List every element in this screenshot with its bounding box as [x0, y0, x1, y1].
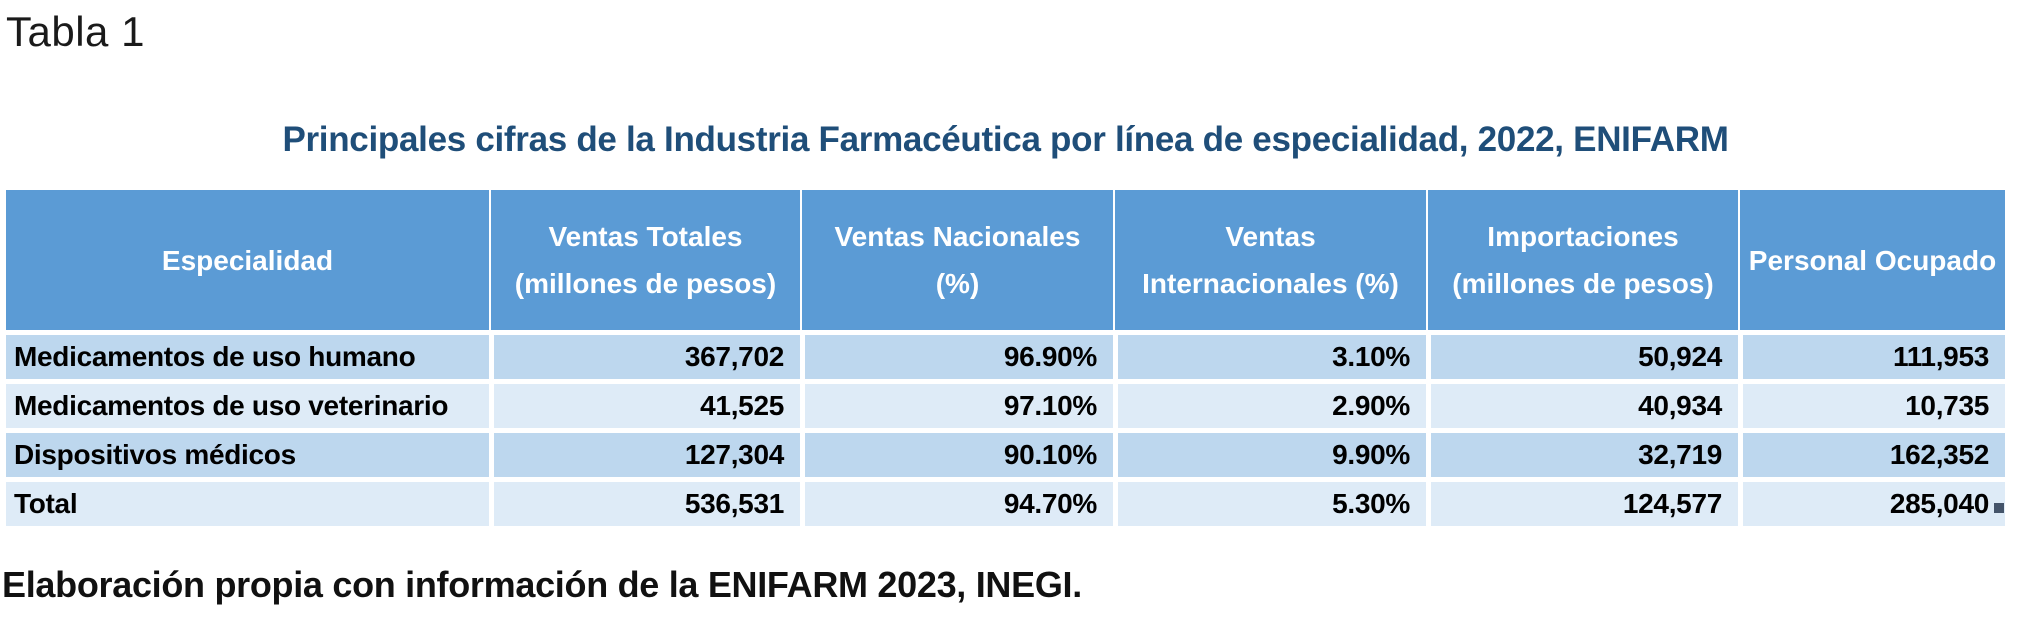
cell-personal_ocupado: 111,953: [1738, 335, 2005, 379]
table-row: Total 536,531 94.70% 5.30% 124,577 285,040: [6, 482, 2005, 526]
cell-importaciones: 40,934: [1426, 384, 1738, 428]
cell-ventas_internacionales: 2.90%: [1113, 384, 1426, 428]
column-header-personal_ocupado: Personal Ocupado: [1738, 190, 2005, 330]
cell-ventas_internacionales: 9.90%: [1113, 433, 1426, 477]
cell-ventas_internacionales: 3.10%: [1113, 335, 1426, 379]
table-resize-handle[interactable]: [1994, 503, 2004, 513]
cell-personal_ocupado: 162,352: [1738, 433, 2005, 477]
column-header-line: Especialidad: [161, 244, 334, 276]
cell-personal_ocupado: 10,735: [1738, 384, 2005, 428]
cell-importaciones: 124,577: [1426, 482, 1738, 526]
cell-especialidad: Medicamentos de uso veterinario: [6, 384, 489, 428]
cell-especialidad: Medicamentos de uso humano: [6, 335, 489, 379]
column-header-line: Personal Ocupado: [1748, 244, 1997, 276]
cell-importaciones: 50,924: [1426, 335, 1738, 379]
column-header-ventas_totales: Ventas Totales (millones de pesos): [489, 190, 800, 330]
cell-especialidad: Total: [6, 482, 489, 526]
column-header-ventas_internacionales: Ventas Internacionales (%): [1113, 190, 1426, 330]
table-row: Dispositivos médicos 127,304 90.10% 9.90% 32…: [6, 433, 2005, 477]
column-header-line: Ventas: [1225, 221, 1316, 252]
table-row: Medicamentos de uso humano 367,702 96.90% 3…: [6, 335, 2005, 379]
table-header-row: Especialidad Ventas Totales (millones de p…: [6, 190, 2005, 330]
column-header-line: Internacionales (%): [1142, 268, 1399, 299]
table-row: Medicamentos de uso veterinario 41,525 97.…: [6, 384, 2005, 428]
column-header-importaciones: Importaciones (millones de pesos): [1426, 190, 1738, 330]
cell-ventas_totales: 536,531: [489, 482, 800, 526]
cell-ventas_nacionales: 96.90%: [800, 335, 1113, 379]
source-note: Elaboración propia con información de la…: [2, 564, 1082, 605]
cell-ventas_totales: 367,702: [489, 335, 800, 379]
cell-ventas_totales: 127,304: [489, 433, 800, 477]
column-header-line: Importaciones: [1487, 221, 1679, 252]
table-label: Tabla 1: [6, 8, 145, 55]
column-header-line: Ventas Nacionales: [834, 221, 1081, 252]
cell-personal_ocupado: 285,040: [1738, 482, 2005, 526]
column-header-line: (millones de pesos): [514, 268, 777, 299]
column-header-ventas_nacionales: Ventas Nacionales (%): [800, 190, 1113, 330]
cell-ventas_internacionales: 5.30%: [1113, 482, 1426, 526]
cell-ventas_nacionales: 94.70%: [800, 482, 1113, 526]
column-header-line: Ventas Totales: [548, 221, 743, 252]
table-title: Principales cifras de la Industria Farma…: [282, 120, 1729, 159]
column-header-line: (millones de pesos): [1452, 268, 1714, 299]
cell-ventas_totales: 41,525: [489, 384, 800, 428]
pharma-industry-table: Especialidad Ventas Totales (millones de p…: [6, 190, 2005, 526]
cell-ventas_nacionales: 97.10%: [800, 384, 1113, 428]
cell-ventas_nacionales: 90.10%: [800, 433, 1113, 477]
cell-especialidad: Dispositivos médicos: [6, 433, 489, 477]
cell-importaciones: 32,719: [1426, 433, 1738, 477]
column-header-line: (%): [935, 268, 980, 299]
table-body: Medicamentos de uso humano 367,702 96.90% 3…: [6, 335, 2005, 526]
column-header-especialidad: Especialidad: [6, 190, 489, 330]
